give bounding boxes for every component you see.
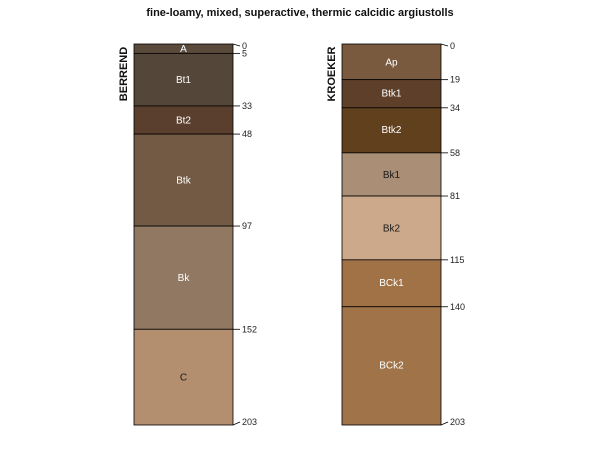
horizon-band xyxy=(341,43,442,81)
depth-label: 34 xyxy=(450,103,460,113)
horizon-band xyxy=(341,152,442,197)
depth-tick xyxy=(440,43,449,47)
depth-label: 81 xyxy=(450,191,460,201)
depth-tick xyxy=(232,421,241,426)
horizon-band xyxy=(133,328,234,426)
depth-label: 115 xyxy=(450,255,464,265)
horizon-band xyxy=(133,52,234,107)
depth-label: 5 xyxy=(242,48,247,58)
chart-title: fine-loamy, mixed, superactive, thermic … xyxy=(146,7,453,19)
depth-label: 140 xyxy=(450,302,465,312)
horizon-label: Bt1 xyxy=(176,75,191,86)
depth-label: 97 xyxy=(242,221,252,231)
depth-tick xyxy=(232,43,241,47)
horizon-band xyxy=(133,105,234,135)
depth-label: 58 xyxy=(450,148,460,158)
horizon-band xyxy=(133,133,234,227)
depth-label: 48 xyxy=(242,129,252,139)
horizon-label: C xyxy=(180,373,187,384)
horizon-label: Bk xyxy=(178,273,191,284)
horizon-label: Btk2 xyxy=(381,125,401,136)
horizon-band xyxy=(341,306,442,426)
horizon-label: Bk2 xyxy=(383,223,401,234)
depth-tick xyxy=(440,421,449,426)
horizon-label: Bt2 xyxy=(176,116,191,127)
profile-name-label: BERREND xyxy=(118,47,130,101)
horizon-band xyxy=(341,107,442,154)
horizon-label: Btk xyxy=(176,176,191,187)
depth-label: 19 xyxy=(450,75,460,85)
profile-name-label: KROEKER xyxy=(326,46,338,101)
depth-label: 0 xyxy=(242,41,247,51)
depth-label: 203 xyxy=(242,417,257,427)
horizon-label: BCk1 xyxy=(379,278,404,289)
horizon-band xyxy=(341,259,442,308)
horizon-band xyxy=(341,79,442,109)
horizon-label: Btk1 xyxy=(381,89,401,100)
horizon-label: Bk1 xyxy=(383,170,401,181)
horizon-label: BCk2 xyxy=(379,361,404,372)
depth-label: 203 xyxy=(450,417,465,427)
horizon-label: A xyxy=(180,44,187,55)
depth-label: 33 xyxy=(242,101,252,111)
depth-label: 0 xyxy=(450,41,455,51)
horizon-band xyxy=(133,225,234,330)
depth-label: 152 xyxy=(242,324,257,334)
horizon-label: Ap xyxy=(385,57,398,68)
